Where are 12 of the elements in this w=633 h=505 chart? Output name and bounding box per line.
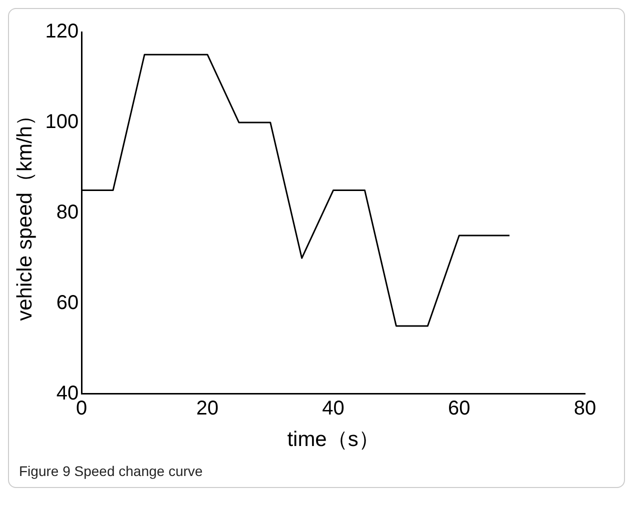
x-tick-label: 0	[76, 397, 88, 420]
x-axis-title: time（s）	[287, 428, 380, 452]
x-tick-label: 20	[196, 397, 219, 420]
y-tick-label: 60	[56, 292, 79, 314]
x-tick-label: 80	[574, 397, 596, 420]
x-tick-label: 40	[322, 397, 344, 420]
x-tick-label: 60	[448, 397, 470, 420]
caption: Figure 9 Speed change curve	[18, 462, 204, 481]
y-axis-title: vehicle speed（km/h）	[13, 104, 36, 321]
y-tick-label: 100	[45, 110, 79, 133]
y-tick-label: 120	[45, 20, 79, 43]
y-tick-label: 80	[56, 201, 79, 224]
